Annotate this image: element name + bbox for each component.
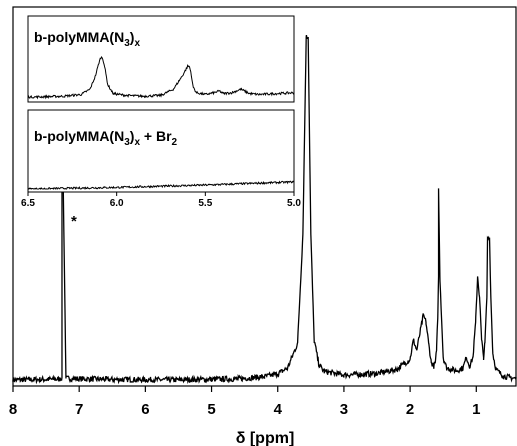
inset-x-tick-label: 6.5 [21,198,35,209]
main-x-tick-label: 6 [141,401,149,418]
main-x-tick-label: 8 [9,401,17,418]
inset-bottom-title: b-polyMMA(N3)x + Br2 [34,128,178,148]
inset-top-title: b-polyMMA(N3)x [34,29,140,49]
inset-bottom-spectrum-line [28,180,295,191]
main-x-tick-label: 1 [472,401,480,418]
main-x-tick-label: 7 [75,401,83,418]
x-axis-title: δ [ppm] [236,430,295,446]
star-annotation: * [71,213,77,230]
inset-top-spectrum-line [27,56,295,100]
inset-x-tick-label: 5.5 [198,198,212,209]
inset-x-tick-label: 5.0 [287,198,301,209]
inset-x-axis [27,192,295,196]
main-plot-frame [12,6,517,387]
inset-top-frame [27,15,295,103]
inset-bottom-frame [27,109,295,193]
main-spectrum-line [12,35,517,385]
main-x-tick-label: 3 [340,401,348,418]
inset-x-tick-label: 6.0 [110,198,124,209]
inset-x-tick-labels: 6.5 6.0 5.5 5.0 [21,198,301,209]
main-x-axis [12,386,477,392]
main-x-tick-label: 4 [274,401,283,418]
main-x-tick-label: 2 [406,401,414,418]
main-x-tick-label: 5 [207,401,215,418]
main-x-tick-labels: 8 7 6 5 4 3 2 1 [9,401,481,418]
